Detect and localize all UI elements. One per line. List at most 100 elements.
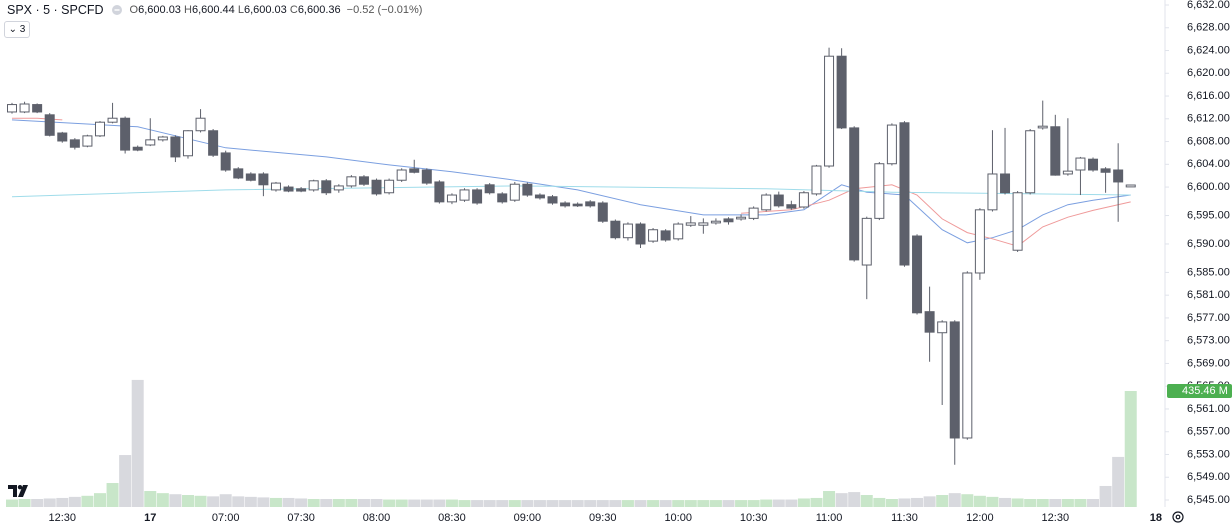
- candle-body: [57, 132, 68, 142]
- y-tick-label: 6,553.00: [1187, 448, 1230, 460]
- candle-body: [396, 169, 407, 181]
- legend-value: 6,600.03: [138, 4, 181, 16]
- volume-bar: [332, 499, 345, 507]
- candle-body: [32, 104, 43, 113]
- symbol[interactable]: SPX · 5 · SPCFD: [7, 3, 104, 17]
- x-tick-label: 10:30: [740, 512, 768, 524]
- volume-bar: [181, 495, 194, 507]
- candle-body: [987, 173, 998, 211]
- x-tick-label: 11:00: [816, 512, 843, 524]
- x-tick-label: 09:30: [589, 512, 617, 524]
- y-tick-label: 6,577.00: [1187, 312, 1230, 324]
- candle-body: [698, 222, 709, 226]
- candle-body: [384, 179, 395, 194]
- settings-icon[interactable]: [1172, 511, 1184, 523]
- volume-bar: [445, 499, 458, 507]
- candle-body: [610, 220, 621, 239]
- volume-bar: [760, 499, 773, 507]
- candle-body: [296, 188, 307, 192]
- volume-bar: [797, 498, 810, 507]
- legend-value: 6,600.44: [191, 4, 235, 16]
- candle-body: [82, 135, 93, 147]
- legend-key: H: [184, 4, 192, 16]
- candle-body: [409, 168, 420, 173]
- y-tick-label: 6,595.00: [1187, 209, 1230, 221]
- legend-value: 6,600.03: [243, 4, 287, 16]
- candle-body: [861, 217, 872, 266]
- volume-bar: [433, 499, 446, 507]
- y-tick-label: 6,545.00: [1187, 494, 1230, 506]
- y-tick-label: 6,624.00: [1187, 44, 1230, 56]
- y-tick-label: 6,573.00: [1187, 335, 1230, 347]
- y-tick-label: 6,608.00: [1187, 135, 1230, 147]
- volume-bar: [1036, 499, 1049, 507]
- volume-bar: [1112, 456, 1125, 507]
- moving-average: [11, 185, 1131, 198]
- x-tick-label: 08:00: [363, 512, 391, 524]
- y-tick-label: 6,569.00: [1187, 357, 1230, 369]
- volume-bar: [659, 500, 672, 507]
- candle-body: [1025, 130, 1036, 194]
- candle-body: [509, 183, 520, 201]
- volume-bar: [898, 498, 911, 507]
- candle-body: [472, 189, 483, 204]
- volume-bar: [785, 499, 798, 507]
- candle-body: [560, 202, 571, 207]
- volume-bar: [873, 497, 886, 507]
- candle-body: [534, 194, 545, 199]
- candle-body: [7, 104, 17, 113]
- market-status: [111, 5, 122, 15]
- candle-body: [1125, 184, 1136, 188]
- volume-bar: [420, 499, 433, 507]
- candle-body: [1037, 125, 1048, 129]
- volume-bar: [1099, 485, 1112, 507]
- volume-bar: [885, 499, 898, 507]
- candle-body: [44, 114, 55, 136]
- volume-bar: [521, 500, 534, 507]
- volume-bar: [68, 496, 81, 507]
- change: −0.52 (−0.01%): [346, 4, 423, 16]
- candle-body: [1050, 126, 1061, 176]
- candle-body: [924, 311, 935, 333]
- volume-bar: [307, 499, 320, 507]
- candle-body: [195, 117, 206, 132]
- volume-bar: [320, 499, 333, 507]
- volume-bar: [923, 496, 936, 507]
- volume-bar: [697, 500, 710, 507]
- x-tick-label: 17: [144, 512, 156, 524]
- candle-body: [899, 122, 910, 266]
- volume-bar: [244, 496, 257, 507]
- candle-body: [874, 163, 885, 219]
- volume-bar: [207, 496, 220, 507]
- legend-value: 6,600.36: [297, 4, 341, 16]
- candle-body: [710, 220, 721, 224]
- candle-body: [572, 203, 583, 207]
- volume-bar: [747, 500, 760, 507]
- volume-bar: [156, 493, 169, 507]
- x-tick-label: 09:00: [514, 512, 542, 524]
- volume-bar: [257, 497, 270, 507]
- volume-bar: [508, 500, 521, 507]
- volume-label: 435.46 M: [1182, 385, 1228, 397]
- volume-bar: [31, 499, 44, 507]
- candle-body: [786, 204, 797, 209]
- volume-bar: [835, 493, 848, 507]
- candle-body: [962, 272, 973, 439]
- y-tick-label: 6,604.00: [1187, 158, 1230, 170]
- legend-key: O: [129, 4, 139, 16]
- volume-bar: [496, 500, 509, 507]
- y-tick-label: 6,628.00: [1187, 22, 1230, 34]
- volume-bar: [609, 500, 622, 507]
- volume-bar: [119, 455, 132, 507]
- candle-body: [308, 180, 319, 191]
- volume-bar: [219, 494, 232, 507]
- indicators-toggle[interactable]: ⌄ 3: [4, 21, 30, 38]
- candle-body: [1000, 173, 1011, 194]
- volume-bar: [357, 499, 370, 507]
- volume-bar: [559, 500, 572, 507]
- volume-label-bg: [1167, 383, 1232, 398]
- candle-body: [597, 202, 608, 222]
- volume-bar: [634, 500, 647, 507]
- candle-body: [736, 216, 747, 220]
- candle-body: [673, 223, 684, 240]
